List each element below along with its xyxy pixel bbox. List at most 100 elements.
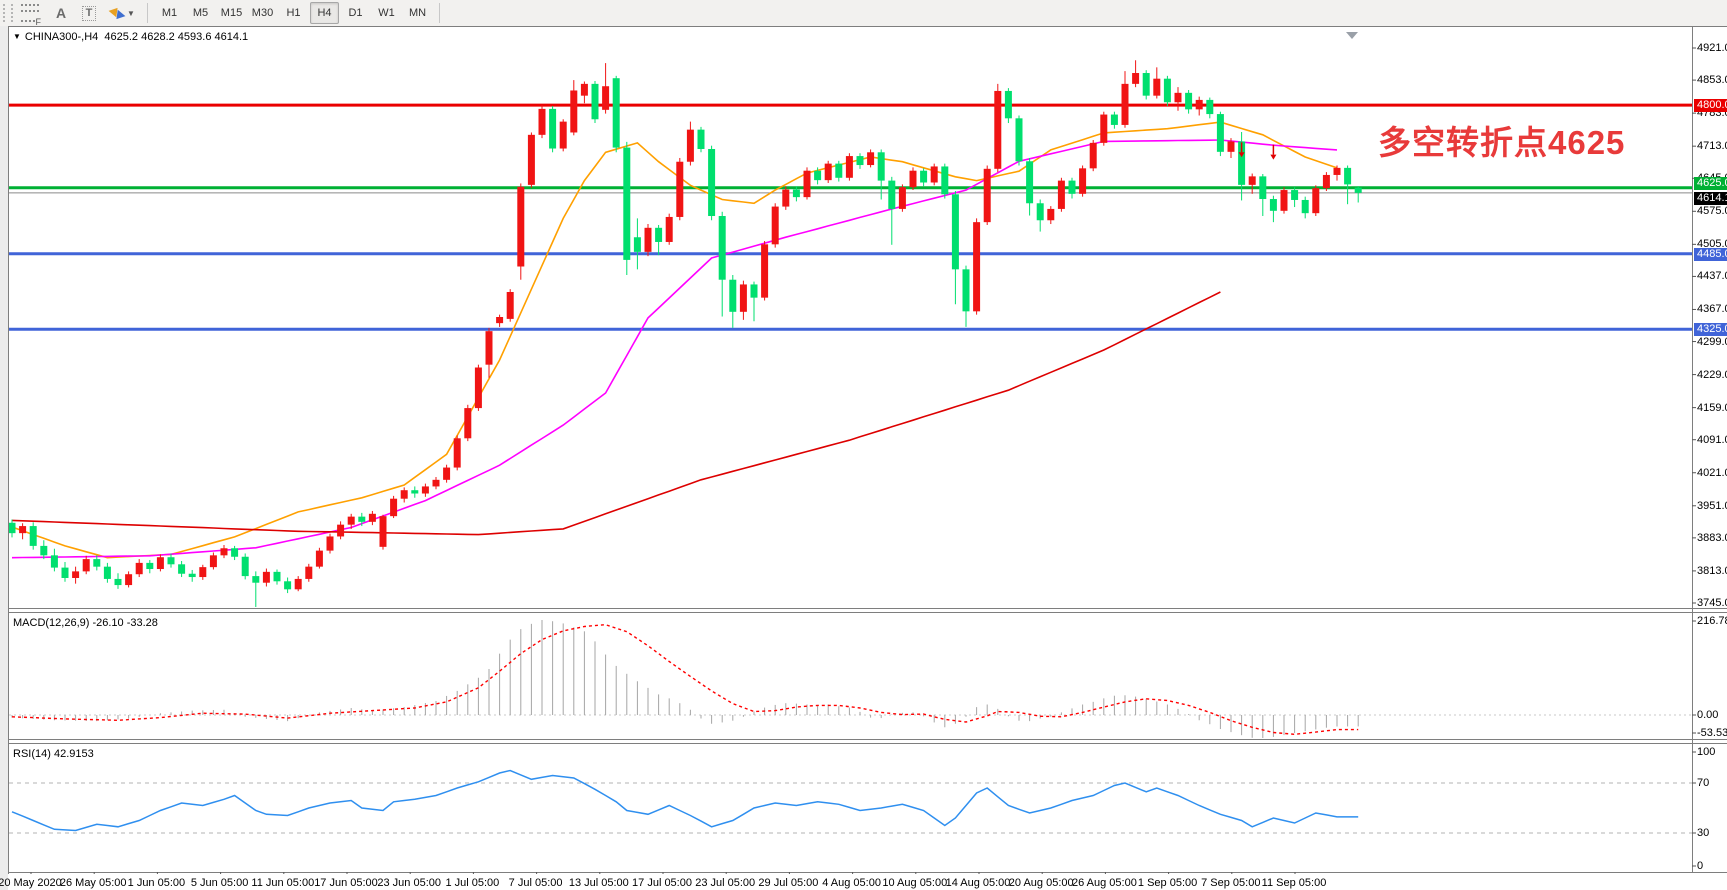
time-axis-label: 10 Aug 05:00 xyxy=(882,877,948,889)
time-axis-label: 17 Jul 05:00 xyxy=(632,877,692,889)
candle-body xyxy=(209,555,217,568)
price-axis-label: 3951.0 xyxy=(1697,499,1727,512)
candle-body xyxy=(262,571,270,583)
toolbar-separator xyxy=(439,3,440,23)
candle-body xyxy=(1026,161,1034,204)
panel-border xyxy=(8,608,1727,609)
candle-body xyxy=(835,163,843,178)
text-label-icon: T xyxy=(81,5,97,21)
candle-body xyxy=(739,284,747,312)
candle-body xyxy=(803,170,811,198)
candle-body xyxy=(1079,168,1087,194)
symbol-dropdown-icon[interactable]: ▼ xyxy=(13,32,21,41)
price-axis-label: 4713.0 xyxy=(1697,140,1727,153)
candle-body xyxy=(315,550,323,567)
candle-body xyxy=(72,571,80,578)
candle-body xyxy=(1110,114,1118,125)
price-axis-border xyxy=(1692,26,1693,873)
price-axis-label: 4437.0 xyxy=(1697,270,1727,283)
price-axis-label: 4575.0 xyxy=(1697,205,1727,218)
candle-body xyxy=(633,237,641,252)
candle-body xyxy=(1216,114,1224,152)
time-axis-label: 26 Aug 05:00 xyxy=(1071,877,1137,889)
timeframe-button-m15[interactable]: M15 xyxy=(220,7,243,19)
macd-signal-line xyxy=(11,623,1359,736)
candle-body xyxy=(390,498,398,517)
panel-separator[interactable] xyxy=(8,612,1727,613)
timeframe-button-w1[interactable]: W1 xyxy=(378,7,395,19)
timeframe-button-mn[interactable]: MN xyxy=(408,7,427,19)
candle-body xyxy=(411,490,419,494)
timeframe-button-d1[interactable]: D1 xyxy=(348,7,363,19)
candle-body xyxy=(867,152,875,166)
candle-body xyxy=(146,562,154,570)
candle-body xyxy=(103,566,111,579)
time-axis-label: 26 May 05:00 xyxy=(59,877,127,889)
candle-body xyxy=(326,536,334,551)
panel-separator[interactable] xyxy=(8,743,1727,744)
macd-chart xyxy=(9,620,1692,738)
candle-body xyxy=(1100,114,1108,143)
candle-body xyxy=(9,522,16,534)
moving-average-MA-medium xyxy=(11,139,1338,559)
candle-body xyxy=(114,578,122,586)
candle-body xyxy=(814,170,822,181)
time-axis-label: 20 May 2020 xyxy=(0,877,62,889)
candle-body xyxy=(951,194,959,270)
fibonacci-tool-button[interactable]: F xyxy=(14,2,46,27)
time-axis-label: 1 Jul 05:00 xyxy=(445,877,500,889)
candle-body xyxy=(1280,190,1288,211)
candle-body xyxy=(284,581,292,590)
price-axis-label: 3813.0 xyxy=(1697,564,1727,577)
price-axis-label: 4853.0 xyxy=(1697,74,1727,87)
time-axis-label: 23 Jul 05:00 xyxy=(695,877,756,889)
price-axis-label: 4021.0 xyxy=(1697,466,1727,479)
price-axis-label: 4921.0 xyxy=(1697,42,1727,54)
rsi-axis-label: 0 xyxy=(1697,860,1704,872)
timeframe-button-m5[interactable]: M5 xyxy=(192,7,209,19)
chart-title: ▼ CHINA300-,H4 4625.2 4628.2 4593.6 4614.… xyxy=(13,31,248,43)
candle-body xyxy=(962,269,970,312)
candle-body xyxy=(432,479,440,487)
candle-body xyxy=(125,574,133,586)
timeframe-button-h1[interactable]: H1 xyxy=(286,7,301,19)
candle-body xyxy=(1004,90,1012,119)
price-axis-label: 3883.0 xyxy=(1697,531,1727,544)
candle-body xyxy=(1269,199,1277,211)
time-axis[interactable]: 20 May 2020 26 May 05:00 1 Jun 05:00 5 Jun … xyxy=(0,874,1727,890)
candle-body xyxy=(1195,99,1203,110)
candle-body xyxy=(718,216,726,280)
candle-body xyxy=(40,545,48,556)
timeframe-button-h4[interactable]: H4 xyxy=(310,2,339,24)
timeframe-button-group: M1 M5 M15 M30 H1 H4 D1 W1 MN xyxy=(154,2,433,24)
candle-body xyxy=(400,490,408,499)
rsi-axis-label: 30 xyxy=(1697,827,1710,839)
timeframe-button-m30[interactable]: M30 xyxy=(251,7,274,19)
chart-window[interactable]: ▼ CHINA300-,H4 4625.2 4628.2 4593.6 4614.… xyxy=(0,26,1727,890)
rsi-axis-label: 70 xyxy=(1697,777,1710,789)
sell-arrow-icon xyxy=(1238,152,1245,158)
time-axis-label: 1 Sep 05:00 xyxy=(1137,877,1198,889)
candle-body xyxy=(220,548,228,556)
chart-annotation-text[interactable]: 多空转折点4625 xyxy=(1378,124,1626,161)
candle-body xyxy=(697,129,705,149)
candle-body xyxy=(1089,142,1097,169)
candle-body xyxy=(1174,92,1182,103)
rsi-axis-label: 100 xyxy=(1697,746,1716,758)
price-axis-label: 4229.0 xyxy=(1697,368,1727,381)
candle-body xyxy=(496,317,504,324)
timeframe-button-m1[interactable]: M1 xyxy=(161,7,178,19)
candle-body xyxy=(19,526,27,534)
candle-body xyxy=(1068,180,1076,194)
text-label-tool-button[interactable]: T xyxy=(76,2,102,24)
candle-body xyxy=(1047,208,1055,221)
rsi-label: RSI(14) 42.9153 xyxy=(13,748,94,760)
macd-axis-label: 216.78 xyxy=(1697,615,1727,627)
candle-body xyxy=(623,147,631,260)
text-tool-button[interactable]: A xyxy=(48,2,74,24)
arrows-tool-button[interactable]: ▼ xyxy=(104,2,140,24)
candle-body xyxy=(1259,176,1267,200)
candle-body xyxy=(82,559,90,572)
candle-body xyxy=(888,180,896,209)
toolbar-grip[interactable] xyxy=(3,4,13,22)
